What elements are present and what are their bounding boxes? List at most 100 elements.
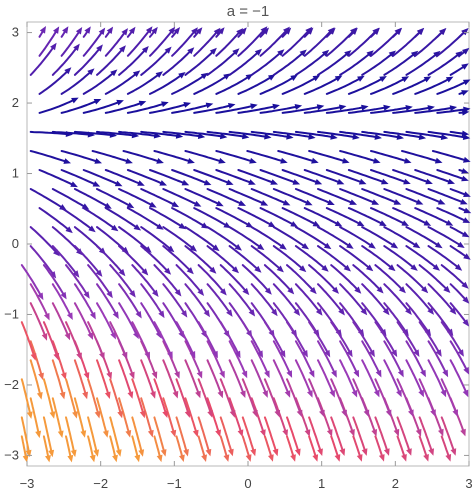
- streamline-arrowhead: [353, 369, 360, 378]
- streamline: [440, 321, 463, 355]
- streamline-arrowhead: [376, 286, 384, 294]
- streamline-arrowhead: [50, 42, 57, 51]
- streamline: [162, 340, 180, 377]
- streamline: [126, 72, 161, 95]
- streamline-arrowhead: [454, 263, 463, 271]
- streamline-arrowhead: [96, 44, 103, 52]
- streamline: [352, 378, 369, 415]
- streamline: [38, 207, 71, 232]
- streamline-arrowhead: [423, 454, 429, 462]
- streamline-arrowhead: [450, 448, 457, 456]
- streamline-arrowhead: [462, 389, 469, 398]
- streamline: [51, 45, 79, 76]
- streamline: [193, 169, 231, 185]
- streamline: [126, 169, 165, 185]
- streamline-arrowhead: [205, 102, 214, 109]
- streamline: [317, 283, 344, 314]
- streamline: [405, 226, 441, 247]
- streamline: [215, 30, 242, 57]
- streamline: [228, 130, 269, 138]
- y-tick-label: 2: [12, 95, 19, 110]
- streamline-arrowhead: [138, 100, 147, 107]
- streamline: [126, 207, 162, 229]
- streamline: [82, 100, 122, 114]
- streamline-arrowhead: [213, 27, 221, 35]
- streamline-arrowhead: [254, 48, 262, 56]
- streamline-arrowhead: [49, 271, 57, 279]
- streamline-arrowhead: [270, 179, 278, 185]
- streamline: [272, 188, 310, 205]
- streamline: [206, 283, 232, 315]
- streamline: [118, 47, 148, 76]
- streamline-arrowhead: [393, 428, 400, 437]
- streamline-arrowhead: [410, 50, 419, 58]
- streamline: [361, 226, 396, 248]
- streamline: [228, 283, 254, 315]
- streamline-arrowhead: [80, 430, 87, 438]
- streamline: [418, 435, 429, 459]
- streamline: [51, 130, 92, 136]
- streamline: [237, 169, 276, 185]
- streamline: [51, 340, 66, 378]
- streamline: [361, 188, 399, 205]
- streamline: [374, 264, 405, 292]
- streamline: [405, 359, 424, 395]
- streamline-arrowhead: [87, 332, 93, 340]
- streamline-arrowhead: [93, 449, 100, 457]
- streamline-arrowhead: [284, 390, 291, 398]
- streamline-arrowhead: [366, 50, 374, 58]
- streamline: [162, 359, 178, 396]
- streamline-arrowhead: [264, 133, 272, 140]
- streamline-arrowhead: [89, 311, 96, 320]
- streamline: [361, 340, 381, 375]
- streamline: [281, 105, 322, 114]
- streamline: [286, 416, 300, 454]
- streamline: [140, 359, 155, 396]
- streamline: [286, 435, 295, 459]
- streamline-arrowhead: [156, 454, 163, 463]
- streamline: [219, 416, 233, 454]
- streamline-arrowhead: [432, 264, 440, 271]
- streamline: [449, 245, 469, 259]
- streamline-arrowhead: [104, 391, 111, 399]
- streamline: [250, 50, 283, 76]
- streamline-arrowhead: [226, 309, 233, 317]
- streamline: [330, 416, 345, 454]
- streamline: [281, 169, 320, 184]
- streamline-arrowhead: [388, 264, 396, 272]
- streamline-arrowhead: [195, 390, 201, 399]
- streamline: [219, 321, 240, 356]
- streamline: [263, 321, 285, 356]
- streamline: [197, 321, 218, 356]
- streamline: [250, 340, 269, 376]
- streamline: [383, 283, 411, 313]
- streamline: [392, 207, 429, 226]
- streamline: [427, 130, 468, 139]
- streamline: [361, 359, 379, 395]
- streamline: [325, 106, 366, 114]
- streamline: [153, 321, 172, 357]
- streamline-arrowhead: [371, 429, 377, 437]
- streamline-arrowhead: [445, 219, 454, 226]
- streamline-arrowhead: [49, 411, 56, 419]
- streamline-arrowhead: [306, 27, 314, 35]
- streamline-arrowhead: [314, 179, 323, 185]
- streamline-arrowhead: [446, 328, 454, 337]
- streamline: [436, 80, 468, 95]
- streamline-arrowhead: [461, 90, 469, 96]
- streamline-arrowhead: [187, 158, 195, 164]
- streamline: [118, 359, 133, 396]
- streamline-arrowhead: [378, 454, 385, 462]
- streamline-arrowhead: [170, 429, 177, 438]
- streamline-arrowhead: [276, 265, 284, 273]
- streamline: [42, 378, 55, 416]
- streamline: [414, 77, 451, 95]
- streamline: [20, 416, 31, 455]
- streamline: [241, 416, 255, 454]
- streamline: [405, 130, 446, 139]
- streamline-arrowhead: [264, 287, 272, 295]
- x-tick-label: −3: [20, 476, 35, 491]
- streamline-arrowhead: [137, 180, 145, 186]
- streamline-arrowhead: [428, 448, 434, 456]
- streamline-arrowhead: [357, 75, 365, 82]
